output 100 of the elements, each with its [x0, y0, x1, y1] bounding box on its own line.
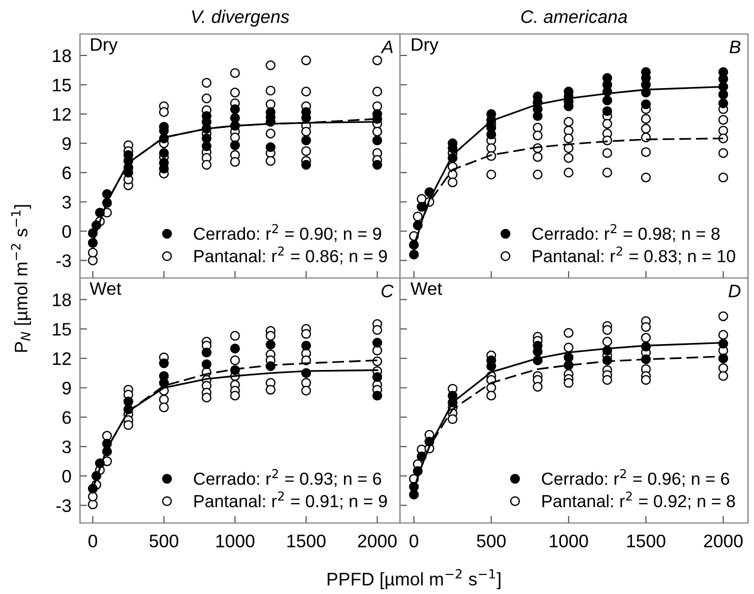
y-tick-label: -3: [56, 499, 71, 512]
y-axis-title: P$_{N}$ [µmol m$^{−2}$ s$^{−1}$]: [11, 205, 32, 352]
point: [230, 156, 240, 167]
point: [641, 124, 651, 134]
point: [88, 492, 98, 502]
x-tick-label: 2000: [358, 534, 397, 548]
point: [564, 378, 574, 388]
point: [202, 78, 212, 88]
legend-label: Pantanal: r$^{2}$ = 0.91; n = 9: [194, 491, 387, 510]
point: [372, 86, 382, 96]
y-tick-label: 0: [62, 225, 71, 238]
point: [409, 250, 419, 260]
legend-label: Cerrado: r$^{2}$ = 0.90; n = 9: [194, 224, 382, 242]
point: [266, 128, 276, 138]
annotation: Wet: [410, 282, 442, 295]
point: [641, 332, 651, 343]
point: [718, 148, 728, 158]
point: [718, 353, 728, 364]
x-tick-label: 500: [476, 534, 506, 548]
point: [486, 130, 496, 140]
point: [486, 143, 496, 154]
y-tick-label: 0: [62, 470, 71, 483]
point: [564, 153, 574, 163]
point: [202, 392, 212, 402]
point: [301, 340, 312, 351]
point: [202, 141, 212, 152]
x-tick-label: 0: [410, 534, 418, 548]
point: [159, 402, 169, 412]
point: [266, 156, 276, 166]
point: [301, 146, 312, 156]
point: [202, 359, 212, 370]
point: [486, 390, 496, 401]
point: [602, 106, 612, 116]
y-tick-label: 9: [62, 382, 71, 394]
point: [230, 132, 240, 142]
annotation: D: [728, 284, 740, 298]
point: [532, 382, 543, 392]
point: [416, 202, 427, 212]
legend-label: Cerrado: r$^{2}$ = 0.98; n = 8: [532, 224, 720, 242]
annotation: C: [382, 284, 394, 298]
x-tick-label: 1500: [627, 534, 666, 548]
x-tick-label: 2000: [704, 534, 743, 548]
point: [602, 118, 612, 129]
x-tick-label: 1000: [216, 534, 254, 548]
point: [301, 113, 312, 123]
annotation: A: [380, 40, 393, 54]
chart-title: C. americana: [521, 10, 628, 24]
point: [230, 113, 240, 123]
y-tick-label: 6: [62, 166, 71, 180]
point: [641, 132, 651, 142]
point: [159, 358, 169, 368]
legend-label: Pantanal: r$^{2}$ = 0.92; n = 8: [542, 491, 735, 510]
point: [102, 430, 112, 441]
point: [230, 88, 240, 98]
point: [88, 248, 98, 258]
point: [230, 104, 240, 114]
point: [159, 394, 169, 404]
point: [602, 325, 612, 335]
point: [301, 55, 312, 66]
y-tick-label: 3: [62, 196, 71, 209]
point: [159, 107, 169, 117]
point: [532, 152, 543, 162]
annotation: B: [730, 40, 740, 54]
point: [202, 348, 212, 358]
point: [159, 378, 169, 388]
point: [266, 86, 276, 96]
point: [486, 170, 496, 180]
x-tick-label: 1000: [550, 534, 588, 548]
point: [266, 330, 276, 341]
point: [372, 372, 382, 382]
point: [448, 414, 458, 424]
point: [266, 60, 276, 70]
point: [372, 325, 382, 335]
annotation: Wet: [90, 282, 122, 295]
point: [718, 172, 728, 182]
point: [718, 371, 728, 381]
x-tick-label: 0: [88, 534, 98, 548]
point: [718, 114, 728, 125]
point: [641, 99, 651, 110]
y-tick-label: 12: [52, 352, 71, 365]
point: [202, 160, 212, 170]
point: [202, 94, 212, 104]
point: [230, 355, 240, 366]
point: [159, 148, 169, 158]
point: [123, 420, 134, 430]
point: [372, 390, 382, 401]
x-tick-label: 1500: [287, 534, 326, 548]
point: [718, 363, 728, 374]
point: [718, 90, 728, 100]
point: [301, 86, 312, 96]
y-tick-label: 12: [52, 108, 71, 121]
point: [718, 338, 728, 349]
point: [718, 98, 728, 108]
point: [372, 346, 382, 356]
point: [564, 342, 574, 352]
point: [372, 55, 382, 66]
point: [88, 499, 98, 510]
point: [123, 396, 134, 406]
legend-label: Cerrado: r$^{2}$ = 0.96; n = 6: [542, 469, 730, 487]
point: [230, 140, 240, 150]
